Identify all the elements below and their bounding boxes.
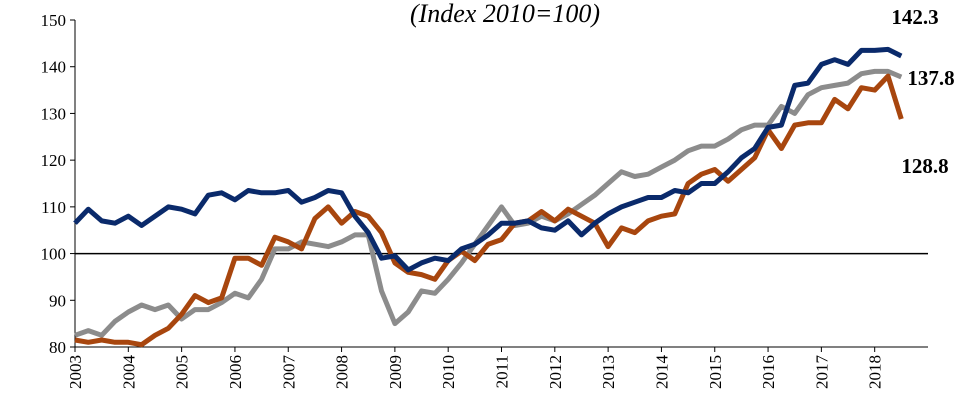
x-tick-label: 2007 (279, 355, 298, 390)
chart-subtitle: (Index 2010=100) (410, 0, 600, 28)
x-tick-label: 2017 (812, 355, 831, 390)
end-label: 128.8 (901, 154, 948, 178)
x-tick-label: 2016 (759, 355, 778, 389)
x-tick-label: 2009 (386, 355, 405, 389)
x-tick-label: 2018 (866, 355, 885, 389)
y-tick-label: 100 (41, 245, 67, 264)
series-line (74, 68, 903, 338)
end-label: 142.3 (891, 5, 938, 29)
x-tick-label: 2010 (439, 355, 458, 389)
y-tick-label: 150 (41, 11, 67, 30)
y-tick-label: 80 (49, 338, 66, 357)
y-tick-label: 140 (41, 58, 67, 77)
x-tick-label: 2006 (226, 355, 245, 389)
y-tick-label: 120 (41, 151, 67, 170)
x-tick-label: 2003 (66, 355, 85, 389)
x-tick-label: 2008 (333, 355, 352, 389)
y-tick-label: 110 (41, 198, 66, 217)
series-line (73, 46, 903, 273)
x-tick-label: 2011 (493, 355, 512, 388)
x-tick-label: 2014 (652, 355, 671, 390)
x-tick-label: 2013 (599, 355, 618, 389)
y-tick-label: 90 (49, 291, 66, 310)
x-tick-label: 2004 (119, 355, 138, 390)
x-tick-label: 2005 (173, 355, 192, 389)
series-line (74, 73, 904, 348)
end-label: 137.8 (907, 66, 954, 90)
x-tick-label: 2012 (546, 355, 565, 389)
x-tick-label: 2015 (706, 355, 725, 389)
y-tick-label: 130 (41, 104, 67, 123)
